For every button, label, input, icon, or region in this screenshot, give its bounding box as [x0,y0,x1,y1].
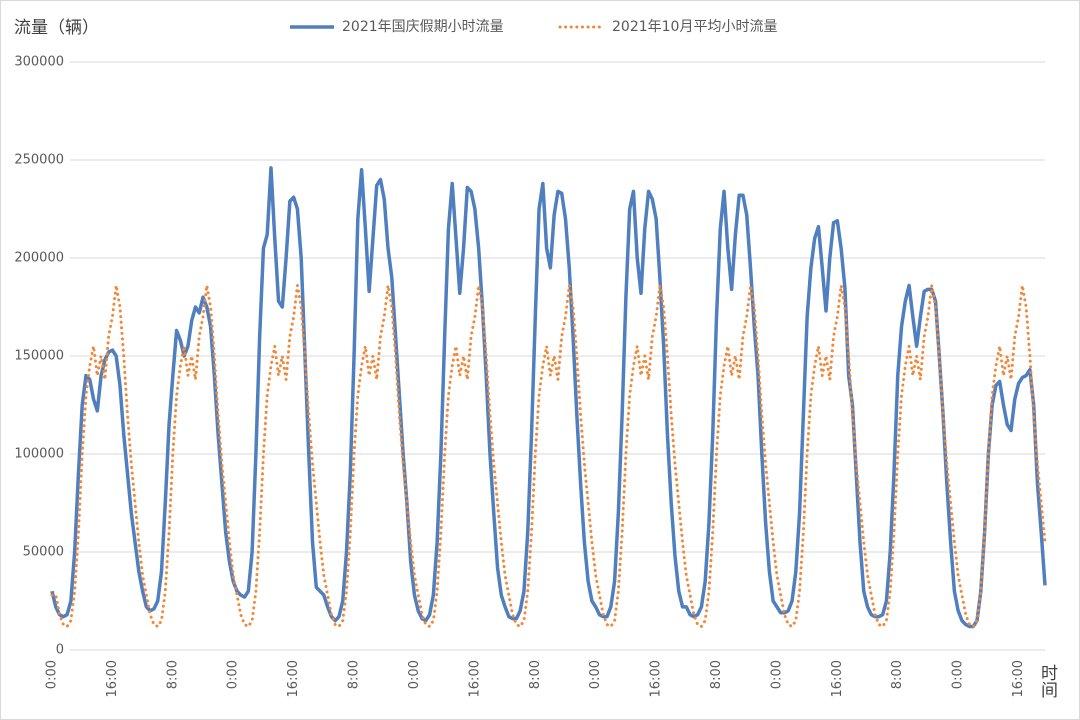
x-tick-label: 0:00 [407,660,422,689]
y-axis-title: 流量（辆） [14,18,99,38]
x-tick-label: 16:00 [286,660,301,697]
legend-label: 2021年国庆假期小时流量 [342,19,504,35]
x-tick-label: 16:00 [830,660,845,697]
x-tick-label: 8:00 [165,660,180,689]
y-tick-label: 50000 [23,545,64,560]
y-tick-label: 300000 [14,55,64,70]
x-tick-label: 8:00 [890,660,905,689]
x-tick-label: 8:00 [528,660,543,689]
series-line [50,283,1047,628]
y-tick-label: 250000 [14,153,64,168]
x-tick-label: 0:00 [769,660,784,689]
x-axis-title: 时间 [1037,664,1057,699]
x-tick-label: 8:00 [347,660,362,689]
series-line [50,166,1047,629]
x-tick-label: 16:00 [1011,660,1026,697]
x-tick-label: 0:00 [45,660,60,689]
x-tick-label: 16:00 [467,660,482,697]
y-tick-label: 0 [56,643,64,658]
y-tick-label: 100000 [14,447,64,462]
x-tick-label: 16:00 [649,660,664,697]
x-tick-label: 16:00 [105,660,120,697]
x-tick-label: 8:00 [709,660,724,689]
x-tick-label: 0:00 [951,660,966,689]
y-tick-label: 200000 [14,251,64,266]
x-tick-label: 0:00 [226,660,241,689]
legend-label: 2021年10月平均小时流量 [612,19,777,35]
y-tick-label: 150000 [14,349,64,364]
x-tick-label: 0:00 [588,660,603,689]
